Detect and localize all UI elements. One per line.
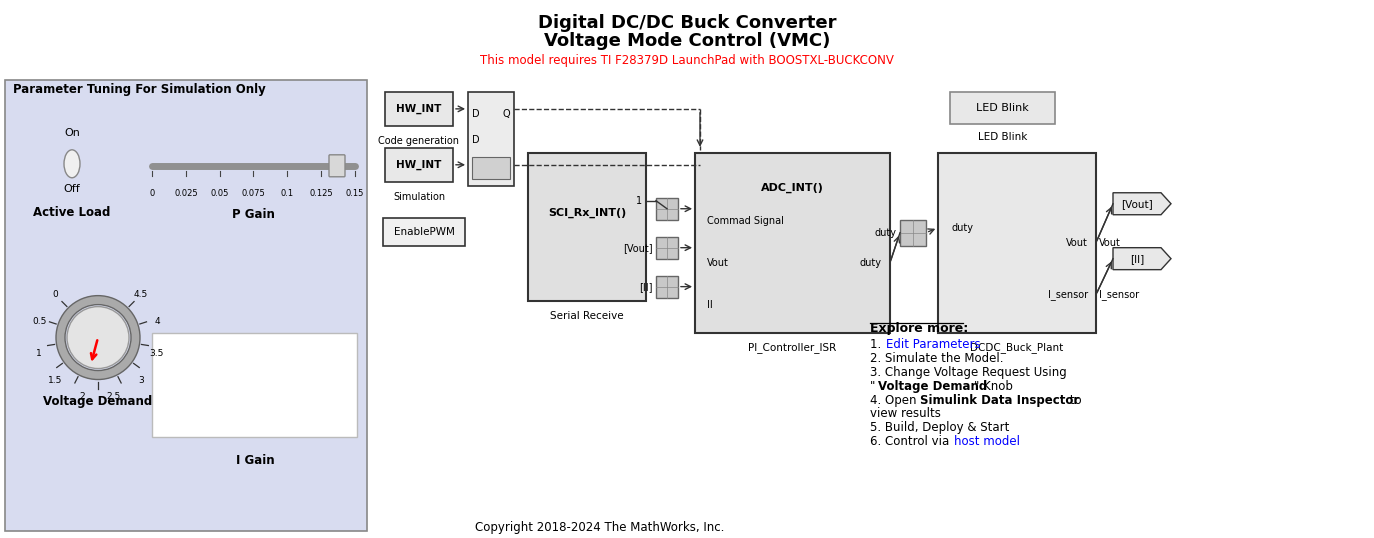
- Text: Vout: Vout: [1099, 238, 1121, 247]
- Text: 0.15: 0.15: [346, 189, 364, 198]
- Text: This model requires TI F28379D LaunchPad with BOOSTXL-BUCKCONV: This model requires TI F28379D LaunchPad…: [480, 54, 894, 67]
- Text: 2: 2: [80, 392, 85, 401]
- Text: EnablePWM: EnablePWM: [393, 226, 455, 237]
- Text: LED Blink: LED Blink: [978, 132, 1028, 142]
- Text: 3. Change Voltage Request Using: 3. Change Voltage Request Using: [870, 365, 1066, 379]
- Text: " Knob: " Knob: [974, 379, 1013, 393]
- Text: I_sensor: I_sensor: [1099, 289, 1139, 300]
- Text: LED Blink: LED Blink: [976, 103, 1029, 113]
- Ellipse shape: [65, 150, 80, 178]
- Text: 1.: 1.: [870, 337, 885, 351]
- Text: duty: duty: [875, 228, 897, 238]
- Text: 0.075: 0.075: [242, 189, 265, 198]
- FancyBboxPatch shape: [949, 92, 1055, 124]
- Text: DCDC_Buck_Plant: DCDC_Buck_Plant: [970, 343, 1063, 353]
- Text: ADC_INT(): ADC_INT(): [761, 182, 824, 193]
- FancyBboxPatch shape: [153, 332, 357, 437]
- Text: PI_Controller_ISR: PI_Controller_ISR: [749, 343, 837, 353]
- FancyBboxPatch shape: [655, 275, 677, 298]
- FancyBboxPatch shape: [655, 198, 677, 220]
- Text: 0.125: 0.125: [309, 189, 333, 198]
- FancyBboxPatch shape: [900, 220, 926, 246]
- Text: Vout: Vout: [708, 258, 728, 268]
- Text: to: to: [1066, 393, 1081, 407]
- Polygon shape: [1113, 193, 1171, 215]
- Text: 3.5: 3.5: [150, 349, 164, 358]
- Text: Vout: Vout: [1066, 238, 1088, 247]
- Text: 4. Open: 4. Open: [870, 393, 921, 407]
- FancyBboxPatch shape: [5, 80, 367, 532]
- FancyBboxPatch shape: [385, 148, 453, 182]
- Text: D: D: [473, 109, 480, 119]
- Text: Active Load: Active Load: [33, 206, 111, 219]
- Text: Serial Receive: Serial Receive: [550, 310, 624, 321]
- Text: duty: duty: [860, 258, 882, 268]
- Text: 2. Simulate the Model.: 2. Simulate the Model.: [870, 351, 1003, 365]
- Text: Copyright 2018-2024 The MathWorks, Inc.: Copyright 2018-2024 The MathWorks, Inc.: [475, 521, 724, 534]
- Text: 0.05: 0.05: [210, 189, 229, 198]
- Text: 0.1: 0.1: [280, 189, 294, 198]
- Text: view results: view results: [870, 407, 941, 421]
- Circle shape: [67, 307, 129, 369]
- Text: [Vout]: [Vout]: [624, 243, 653, 253]
- Text: Off: Off: [63, 184, 80, 194]
- Text: 0.025: 0.025: [174, 189, 198, 198]
- Text: Explore more:: Explore more:: [870, 322, 969, 335]
- Text: HW_INT: HW_INT: [396, 160, 441, 170]
- FancyBboxPatch shape: [328, 155, 345, 177]
- Text: Simulink Data Inspector: Simulink Data Inspector: [921, 393, 1079, 407]
- Polygon shape: [1113, 247, 1171, 270]
- Text: Voltage Demand: Voltage Demand: [44, 394, 153, 407]
- Text: duty: duty: [952, 223, 974, 233]
- Text: Digital DC/DC Buck Converter: Digital DC/DC Buck Converter: [537, 14, 837, 32]
- Text: 4: 4: [154, 317, 159, 327]
- Text: [II]: [II]: [1129, 254, 1145, 264]
- Text: [Vout]: [Vout]: [1121, 199, 1153, 209]
- Text: Parameter Tuning For Simulation Only: Parameter Tuning For Simulation Only: [12, 83, 265, 96]
- Text: II: II: [708, 300, 713, 309]
- Text: 2.5: 2.5: [107, 392, 121, 401]
- FancyBboxPatch shape: [383, 218, 464, 246]
- FancyBboxPatch shape: [528, 153, 646, 301]
- Text: Q: Q: [503, 109, 510, 119]
- Text: I_sensor: I_sensor: [1048, 289, 1088, 300]
- Text: Edit Parameters: Edit Parameters: [886, 337, 981, 351]
- Text: SCI_Rx_INT(): SCI_Rx_INT(): [548, 208, 627, 218]
- Text: 0.5: 0.5: [32, 317, 47, 327]
- Text: On: On: [65, 128, 80, 138]
- FancyBboxPatch shape: [385, 92, 453, 126]
- Text: Code generation: Code generation: [378, 136, 459, 146]
- Text: 1: 1: [636, 196, 642, 206]
- Text: Simulation: Simulation: [393, 192, 445, 202]
- Text: 1.5: 1.5: [48, 376, 62, 385]
- FancyBboxPatch shape: [655, 237, 677, 259]
- Text: P Gain: P Gain: [232, 208, 275, 221]
- Text: 0: 0: [150, 189, 155, 198]
- Text: D: D: [473, 135, 480, 145]
- Text: [II]: [II]: [639, 281, 653, 292]
- Text: 5. Build, Deploy & Start: 5. Build, Deploy & Start: [870, 421, 1010, 435]
- Text: 4.5: 4.5: [135, 290, 148, 299]
- Text: 1: 1: [36, 349, 43, 358]
- Text: HW_INT: HW_INT: [396, 104, 441, 114]
- Text: Voltage Demand: Voltage Demand: [878, 379, 988, 393]
- Text: Voltage Mode Control (VMC): Voltage Mode Control (VMC): [544, 32, 830, 50]
- Text: host model: host model: [954, 435, 1020, 449]
- Text: 0: 0: [52, 290, 58, 299]
- Text: Commad Signal: Commad Signal: [708, 216, 785, 226]
- FancyBboxPatch shape: [938, 153, 1096, 332]
- Text: 3: 3: [139, 376, 144, 385]
- Text: I Gain: I Gain: [236, 455, 275, 468]
- FancyBboxPatch shape: [695, 153, 890, 332]
- Text: 6. Control via: 6. Control via: [870, 435, 954, 449]
- Text: ": ": [870, 379, 875, 393]
- FancyBboxPatch shape: [469, 92, 514, 186]
- FancyBboxPatch shape: [473, 157, 510, 179]
